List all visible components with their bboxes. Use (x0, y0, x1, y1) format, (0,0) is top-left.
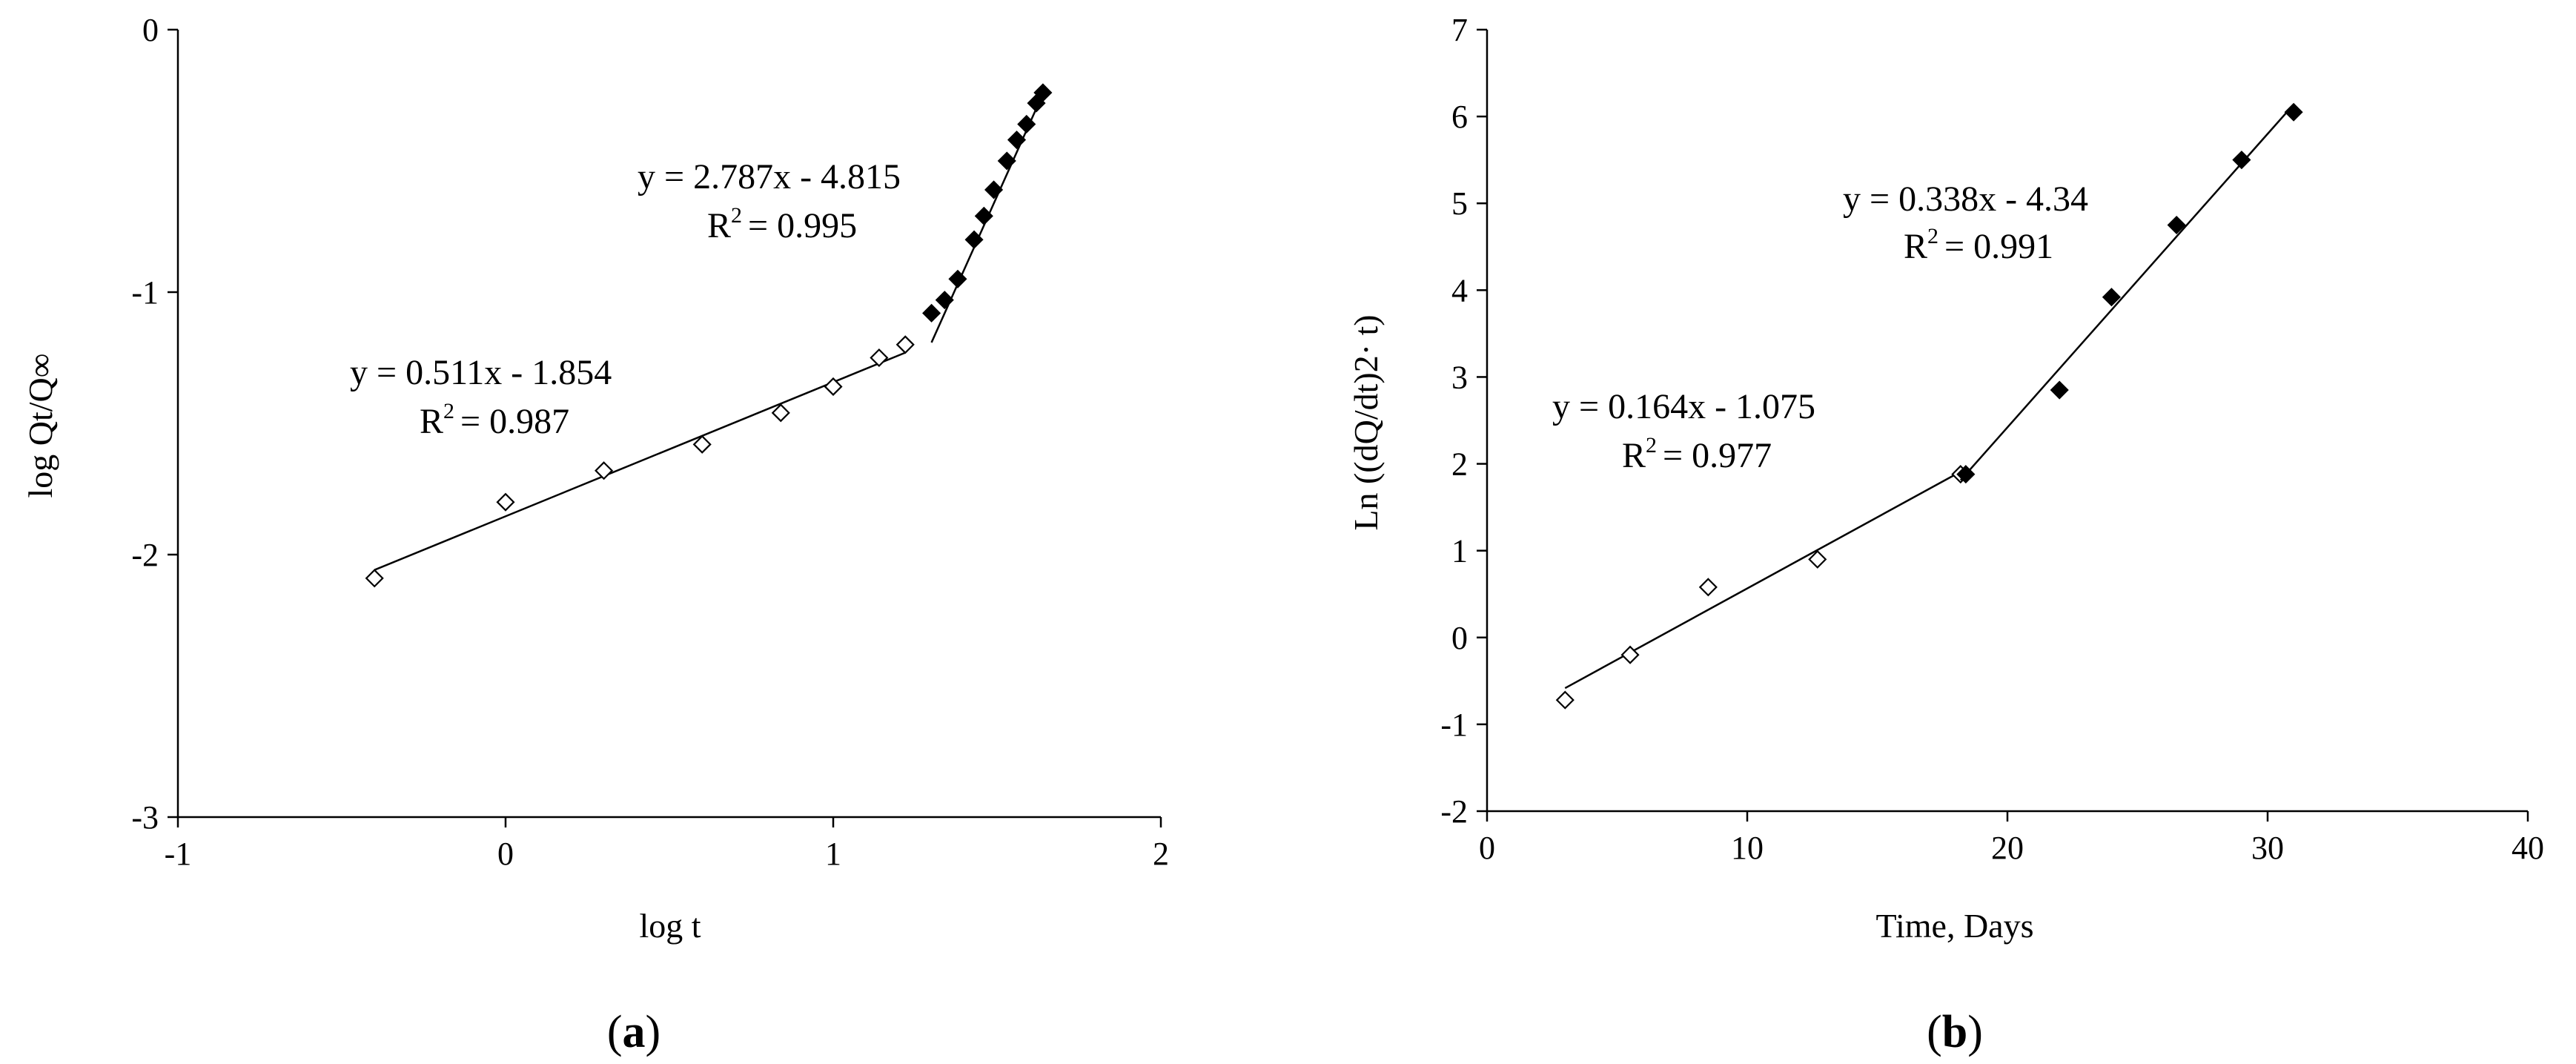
r2-superscript: 2 (1646, 433, 1657, 457)
chart-a-point-filled (935, 291, 954, 310)
chart-a-point-open (365, 569, 384, 588)
chart-a-caption-label: a (623, 1007, 646, 1057)
caption-open-paren: ( (1927, 1007, 1942, 1057)
chart-b-y-tick-label: -1 (1440, 707, 1468, 743)
chart-a-point-open (895, 335, 915, 354)
chart-b-fit-line-2 (1959, 104, 2295, 481)
chart-b-point-open (1808, 549, 1827, 569)
chart-a-point-open (496, 492, 515, 512)
r2-value: = 0.987 (460, 402, 569, 441)
chart-a-y-tick-label: -1 (131, 274, 159, 311)
chart-a-caption: (a) (607, 1007, 660, 1057)
chart-b-y-tick-label: 6 (1451, 99, 1468, 135)
chart-b-x-tick-label: 30 (2251, 830, 2284, 866)
chart-b-r2-2: R2 = 0.991 (1904, 224, 2053, 266)
chart-a-point-filled (974, 206, 993, 225)
chart-b-y-tick-label: 0 (1451, 620, 1468, 656)
chart-a-point-filled (1033, 83, 1053, 102)
caption-close-paren: ) (1967, 1007, 1983, 1057)
chart-a-point-open (692, 434, 712, 454)
chart-b-caption-text: (b) (1927, 1007, 1983, 1057)
chart-a-point-filled (1017, 114, 1036, 133)
chart-b-point-open (1698, 578, 1718, 597)
chart-a-x-tick-label: -1 (165, 836, 192, 872)
chart-b-y-tick-label: -2 (1440, 793, 1468, 830)
chart-b-caption-label: b (1942, 1007, 1967, 1057)
chart-a-xlabel: log t (639, 907, 701, 945)
chart-a-r2-1: R2 = 0.987 (420, 399, 569, 441)
chart-a-x-tick-label: 1 (825, 836, 841, 872)
chart-b-point-filled (2102, 288, 2121, 307)
chart-a-point-filled (948, 269, 967, 288)
chart-b-y-tick-label: 4 (1451, 272, 1468, 308)
chart-a-x-tick-label: 0 (497, 836, 514, 872)
r2-label: R (707, 206, 731, 245)
caption-close-paren: ) (646, 1007, 661, 1057)
chart-b-ylabel: Ln ((dQ/dt)2· t) (1347, 314, 1385, 530)
chart-a-caption-text: (a) (607, 1007, 660, 1057)
chart-a-ylabel: log Qt/Q∞ (21, 353, 59, 498)
chart-b-eqn-2: y = 0.338x - 4.34 (1843, 179, 2088, 219)
r2-value: = 0.977 (1663, 436, 1772, 475)
r2-label: R (1622, 436, 1646, 475)
chart-b-caption: (b) (1927, 1007, 1983, 1057)
chart-a-y-tick-label: -2 (131, 537, 159, 573)
chart-b-point-filled (1956, 465, 1976, 484)
r2-label: R (1904, 227, 1927, 266)
r2-superscript: 2 (1927, 224, 1938, 248)
chart-a: log Qt/Q∞ log t (a) y = 2.787x - 4.815 R… (21, 12, 1169, 1057)
chart-a-point-filled (1007, 130, 1027, 150)
chart-a-eqn-2: y = 2.787x - 4.815 (638, 157, 901, 196)
chart-a-point-filled (964, 230, 984, 249)
r2-value: = 0.995 (748, 206, 857, 245)
chart-b-x-tick-label: 20 (1991, 830, 2024, 866)
chart-a-point-open (771, 403, 790, 423)
chart-b-x-tick-label: 0 (1479, 830, 1495, 866)
r2-value: = 0.991 (1944, 227, 2053, 266)
chart-b-y-tick-label: 2 (1451, 446, 1468, 483)
chart-a-point-open (595, 461, 614, 480)
chart-a-point-open (870, 348, 889, 368)
chart-b-y-tick-label: 7 (1451, 12, 1468, 48)
r2-superscript: 2 (731, 203, 742, 228)
chart-b-x-tick-label: 10 (1731, 830, 1764, 866)
chart-a-r2-2: R2 = 0.995 (707, 203, 857, 245)
chart-b-xlabel: Time, Days (1876, 907, 2034, 945)
chart-b-eqn-1: y = 0.164x - 1.075 (1552, 387, 1815, 426)
chart-b-point-filled (2284, 102, 2303, 122)
chart-b-point-open (1555, 690, 1575, 710)
chart-b-y-tick-label: 1 (1451, 533, 1468, 569)
chart-a-x-tick-label: 2 (1153, 836, 1169, 872)
chart-a-eqn-1: y = 0.511x - 1.854 (350, 353, 612, 392)
chart-b-point-filled (2167, 215, 2186, 235)
chart-b-point-filled (2232, 151, 2251, 170)
chart-a-fit-line-1 (374, 351, 906, 571)
caption-open-paren: ( (607, 1007, 623, 1057)
chart-b-r2-1: R2 = 0.977 (1622, 433, 1772, 475)
chart-b-y-tick-label: 3 (1451, 359, 1468, 395)
r2-superscript: 2 (443, 399, 454, 423)
chart-b-x-tick-label: 40 (2512, 830, 2544, 866)
chart-b-y-tick-label: 5 (1451, 185, 1468, 222)
chart-b-point-open (1620, 645, 1640, 664)
chart-a-point-filled (997, 151, 1016, 171)
chart-a-point-filled (984, 180, 1004, 199)
chart-b-point-filled (2050, 380, 2069, 400)
chart-a-point-filled (922, 303, 941, 323)
chart-a-point-open (824, 377, 843, 396)
chart-a-y-tick-label: -3 (131, 799, 159, 836)
chart-b: Ln ((dQ/dt)2· t) Time, Days (b) y = 0.33… (1347, 12, 2544, 1057)
chart-a-y-tick-label: 0 (142, 12, 159, 48)
r2-label: R (420, 402, 443, 441)
